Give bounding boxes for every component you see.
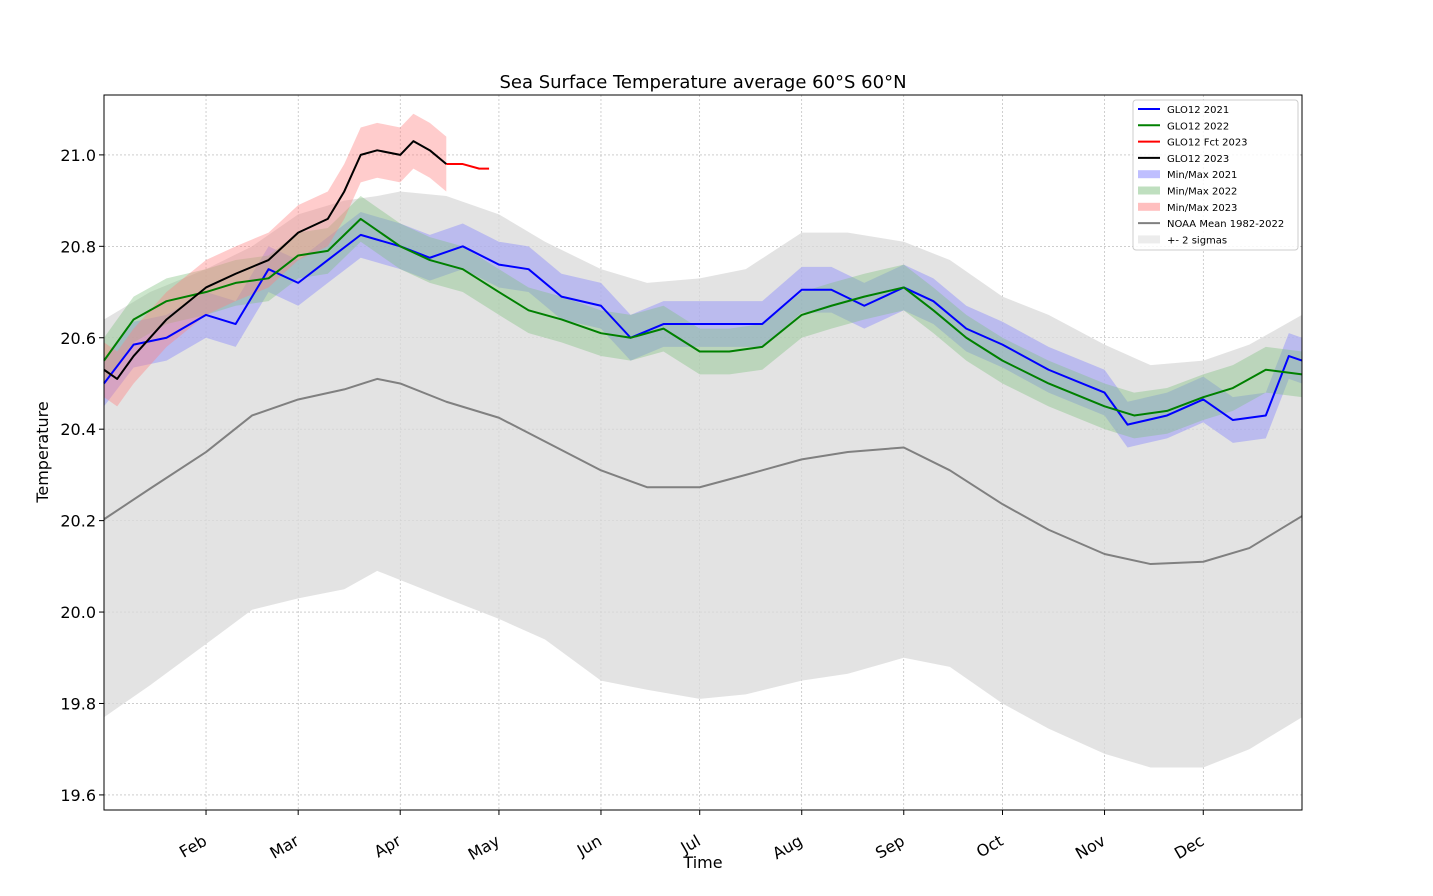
legend-label: NOAA Mean 1982-2022	[1167, 219, 1284, 230]
legend-swatch-patch	[1138, 202, 1160, 211]
y-tick-label: 20.8	[60, 237, 96, 256]
bands	[104, 113, 1302, 768]
series-line-glo12-2022	[103, 217, 1303, 417]
lines	[103, 140, 1303, 566]
legend-label: GLO12 Fct 2023	[1167, 138, 1248, 149]
y-tick-label: 19.6	[60, 786, 96, 805]
x-tick-label: Nov	[1072, 831, 1109, 863]
legend-swatch-patch	[1138, 170, 1160, 179]
x-tick-label: Oct	[973, 831, 1006, 861]
y-tick-label: 20.0	[60, 603, 96, 622]
legend-box	[1132, 99, 1299, 251]
sigma-band	[104, 191, 1302, 768]
legend-label: Min/Max 2021	[1167, 170, 1237, 181]
x-tick-label: May	[465, 831, 503, 864]
y-tick-label: 20.2	[60, 512, 96, 531]
y-tick-label: 19.8	[60, 694, 96, 713]
y-tick-label: 20.6	[60, 329, 96, 348]
x-tick-label: Jun	[573, 831, 605, 860]
x-tick-label: Feb	[176, 831, 210, 862]
x-axis-label: Time	[682, 853, 722, 872]
legend-swatch-patch	[1138, 235, 1160, 244]
legend-label: GLO12 2023	[1167, 154, 1229, 165]
series-line-glo12-fct-2023	[446, 163, 490, 170]
y-axis-label: Temperature	[33, 401, 52, 503]
noaa-mean-line	[103, 377, 1303, 566]
legend-label: Min/Max 2022	[1167, 187, 1237, 198]
x-tick-label: Sep	[872, 831, 908, 863]
y-tick-label: 20.4	[60, 420, 96, 439]
x-tick-label: Aug	[769, 831, 806, 863]
series-line-glo12-2023	[103, 140, 447, 380]
x-tick-label: Apr	[371, 831, 405, 862]
series-line-glo12-2021	[103, 233, 1303, 426]
x-tick-label: Dec	[1171, 831, 1207, 863]
y-tick-label: 21.0	[60, 146, 96, 165]
legend-label: GLO12 2021	[1167, 105, 1229, 116]
x-tick-label: Mar	[267, 831, 303, 863]
minmax-band-glo12-2023	[104, 113, 447, 407]
minmax-band-glo12-2021	[104, 212, 1302, 448]
chart-title: Sea Surface Temperature average 60°S 60°…	[499, 72, 906, 93]
legend-label: GLO12 2022	[1167, 121, 1229, 132]
minmax-band-glo12-2022	[104, 196, 1302, 439]
legend-swatch-patch	[1138, 186, 1160, 195]
legend: GLO12 2021 GLO12 2022 GLO12 Fct 2023 GLO12 …	[1132, 99, 1299, 251]
plot-frame	[103, 94, 1303, 811]
legend-label: Min/Max 2023	[1167, 203, 1237, 214]
legend-label: +- 2 sigmas	[1167, 235, 1227, 246]
